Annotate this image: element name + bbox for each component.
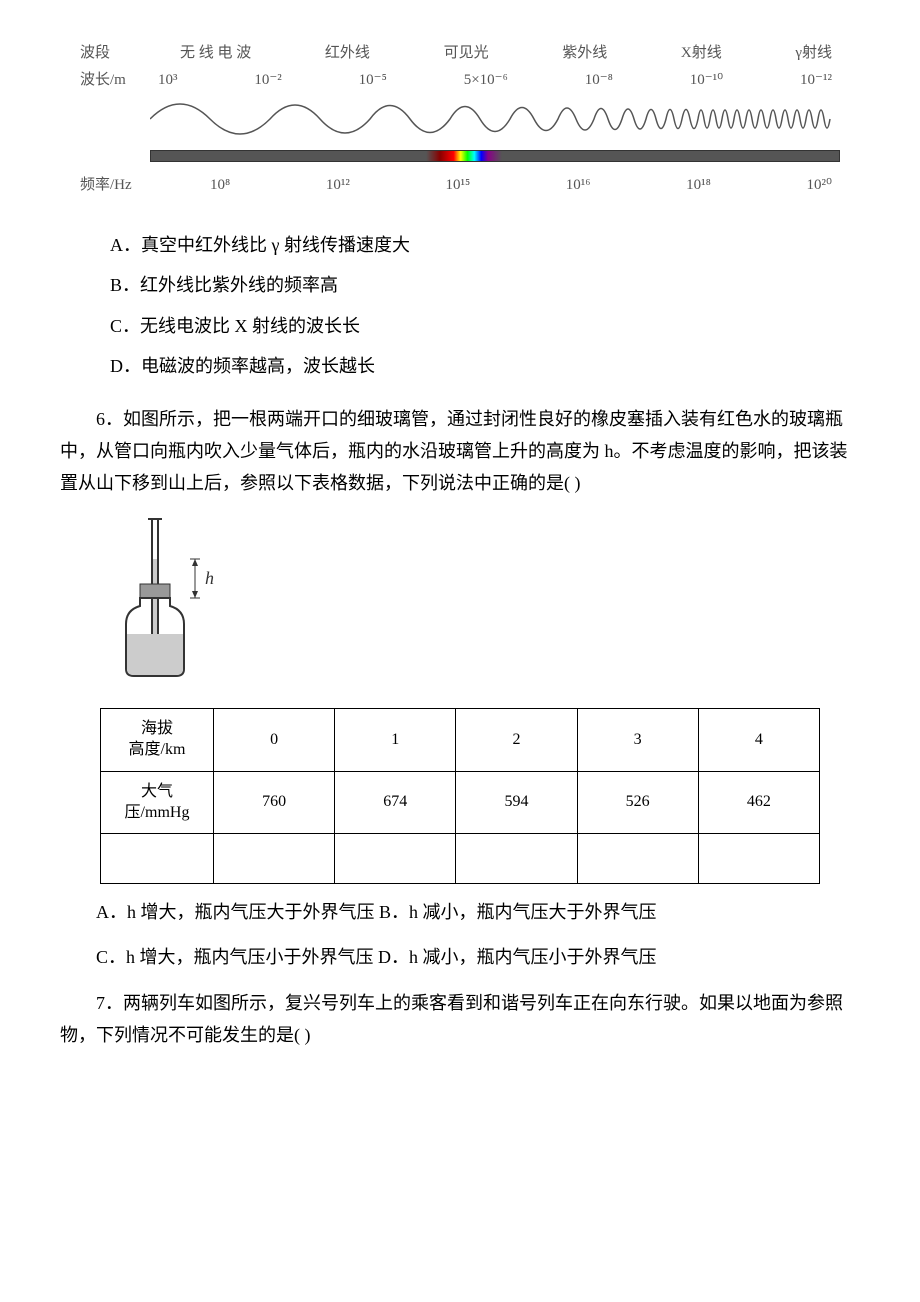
table-cell-empty bbox=[456, 834, 577, 884]
table-cell-empty bbox=[214, 834, 335, 884]
q5-option-b: B．红外线比紫外线的频率高 bbox=[110, 269, 860, 301]
table-row bbox=[101, 834, 820, 884]
wavelength-value: 10³ bbox=[158, 67, 178, 94]
table-cell: 2 bbox=[456, 709, 577, 772]
frequency-value: 10¹⁵ bbox=[445, 172, 470, 199]
table-cell-empty bbox=[335, 834, 456, 884]
table-cell: 760 bbox=[214, 771, 335, 834]
table-cell: 674 bbox=[335, 771, 456, 834]
wavelength-value: 10⁻² bbox=[254, 67, 281, 94]
wavelength-value: 10⁻⁸ bbox=[585, 67, 613, 94]
wave-icon bbox=[150, 94, 840, 144]
table-cell: 3 bbox=[577, 709, 698, 772]
table-cell: 0 bbox=[214, 709, 335, 772]
q5-option-a: A．真空中红外线比 γ 射线传播速度大 bbox=[110, 229, 860, 261]
band-label: 紫外线 bbox=[562, 40, 607, 67]
table-row: 海拔高度/km 0 1 2 3 4 bbox=[101, 709, 820, 772]
wavelength-value: 10⁻¹² bbox=[800, 67, 832, 94]
q6-options-ab: A．h 增大，瓶内气压大于外界气压 B．h 减小，瓶内气压大于外界气压 bbox=[60, 896, 860, 928]
band-label: 红外线 bbox=[325, 40, 370, 67]
table-header-pressure: 大气压/mmHg bbox=[101, 771, 214, 834]
table-cell: 1 bbox=[335, 709, 456, 772]
table-cell: 462 bbox=[698, 771, 819, 834]
frequency-value: 10¹⁶ bbox=[566, 172, 591, 199]
wavelength-value: 10⁻⁵ bbox=[359, 67, 387, 94]
table-cell: 526 bbox=[577, 771, 698, 834]
table-cell: 4 bbox=[698, 709, 819, 772]
table-cell-empty bbox=[698, 834, 819, 884]
frequency-row-label: 频率/Hz bbox=[80, 172, 150, 199]
spectrum-color-bar bbox=[150, 150, 840, 162]
spectrum-frequency-row: 频率/Hz 10⁸ 10¹² 10¹⁵ 10¹⁶ 10¹⁸ 10²⁰ bbox=[80, 172, 840, 199]
table-cell: 594 bbox=[456, 771, 577, 834]
spectrum-band-row: 波段 无 线 电 波 红外线 可见光 紫外线 X射线 γ射线 bbox=[80, 40, 840, 67]
band-label: 无 线 电 波 bbox=[180, 40, 251, 67]
wavelength-value: 5×10⁻⁶ bbox=[464, 67, 508, 94]
wavelength-value: 10⁻¹⁰ bbox=[690, 67, 723, 94]
frequency-value: 10¹⁸ bbox=[686, 172, 711, 199]
table-header-altitude: 海拔高度/km bbox=[101, 709, 214, 772]
q5-option-c: C．无线电波比 X 射线的波长长 bbox=[110, 310, 860, 342]
frequency-value: 10¹² bbox=[326, 172, 350, 199]
band-label: γ射线 bbox=[795, 40, 832, 67]
h-label: h bbox=[205, 568, 214, 588]
band-label: 可见光 bbox=[444, 40, 489, 67]
table-cell-empty bbox=[101, 834, 214, 884]
q6-text: 6．如图所示，把一根两端开口的细玻璃管，通过封闭性良好的橡皮塞插入装有红色水的玻… bbox=[60, 403, 860, 500]
bottle-icon: h bbox=[110, 514, 240, 684]
spectrum-wavelength-row: 波长/m 10³ 10⁻² 10⁻⁵ 5×10⁻⁶ 10⁻⁸ 10⁻¹⁰ 10⁻… bbox=[80, 67, 840, 94]
q7-text: 7．两辆列车如图所示，复兴号列车上的乘客看到和谐号列车正在向东行驶。如果以地面为… bbox=[60, 987, 860, 1052]
q5-option-d: D．电磁波的频率越高，波长越长 bbox=[110, 350, 860, 382]
altitude-pressure-table: 海拔高度/km 0 1 2 3 4 大气压/mmHg 760 674 594 5… bbox=[100, 708, 820, 884]
table-row: 大气压/mmHg 760 674 594 526 462 bbox=[101, 771, 820, 834]
frequency-value: 10²⁰ bbox=[806, 172, 832, 199]
q5-options: A．真空中红外线比 γ 射线传播速度大 B．红外线比紫外线的频率高 C．无线电波… bbox=[110, 229, 860, 383]
band-label: X射线 bbox=[681, 40, 722, 67]
table-cell-empty bbox=[577, 834, 698, 884]
em-spectrum-figure: 波段 无 线 电 波 红外线 可见光 紫外线 X射线 γ射线 波长/m 10³ … bbox=[80, 40, 840, 199]
wavelength-row-label: 波长/m bbox=[80, 67, 150, 94]
q6-options-cd: C．h 增大，瓶内气压小于外界气压 D．h 减小，瓶内气压小于外界气压 bbox=[60, 941, 860, 973]
band-row-label: 波段 bbox=[80, 40, 150, 67]
bottle-figure: h bbox=[110, 514, 860, 694]
frequency-value: 10⁸ bbox=[210, 172, 230, 199]
